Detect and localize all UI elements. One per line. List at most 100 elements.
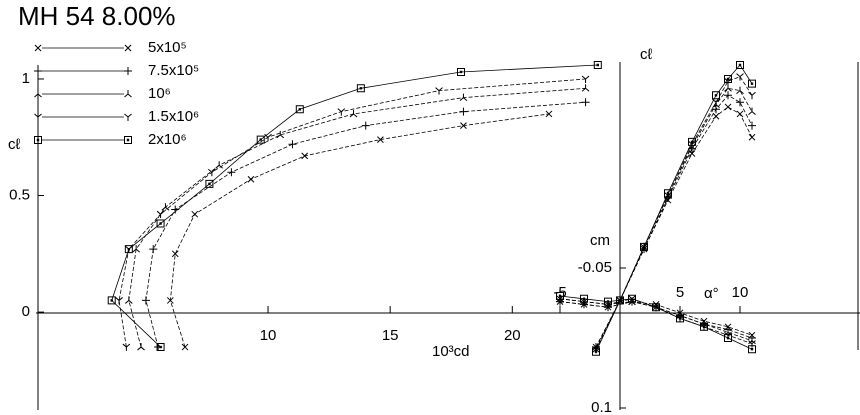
marker bbox=[748, 107, 756, 115]
legend-label: 1.5x10⁶ bbox=[148, 108, 199, 125]
marker bbox=[215, 161, 224, 169]
marker bbox=[724, 334, 732, 342]
marker bbox=[748, 133, 756, 141]
marker bbox=[156, 343, 165, 352]
marker bbox=[581, 75, 590, 83]
marker bbox=[457, 67, 466, 76]
marker bbox=[295, 105, 304, 114]
marker bbox=[356, 84, 365, 93]
marker bbox=[247, 175, 255, 183]
x-tick-label: 5 bbox=[676, 284, 684, 301]
marker bbox=[736, 110, 744, 118]
legend-marker bbox=[34, 136, 42, 144]
marker bbox=[132, 245, 140, 253]
marker bbox=[545, 110, 553, 118]
marker bbox=[115, 297, 123, 305]
marker bbox=[156, 219, 165, 228]
legend-marker bbox=[124, 113, 132, 121]
marker bbox=[301, 152, 309, 160]
marker bbox=[724, 103, 732, 111]
legend-marker bbox=[124, 136, 132, 144]
series-line bbox=[111, 64, 598, 348]
marker bbox=[580, 294, 588, 303]
y-tick-label: 0 bbox=[22, 303, 30, 320]
marker bbox=[700, 322, 708, 331]
marker bbox=[276, 130, 285, 139]
marker bbox=[191, 210, 199, 218]
marker bbox=[592, 347, 600, 356]
marker bbox=[161, 203, 170, 211]
marker bbox=[124, 296, 133, 304]
marker bbox=[435, 87, 443, 95]
marker bbox=[459, 107, 468, 116]
chart-title: MH 54 8.00% bbox=[18, 1, 176, 31]
y-tick-label: 0.5 bbox=[9, 187, 30, 204]
marker bbox=[556, 292, 564, 300]
marker bbox=[208, 168, 216, 177]
marker bbox=[137, 343, 145, 351]
legend-label: 5x10⁵ bbox=[148, 39, 187, 56]
marker bbox=[676, 314, 684, 323]
legend-label: 2x10⁶ bbox=[148, 131, 187, 148]
marker bbox=[736, 73, 744, 81]
y-axis-label: cℓ bbox=[8, 136, 21, 153]
marker bbox=[593, 60, 602, 69]
marker bbox=[166, 297, 174, 304]
marker bbox=[459, 93, 468, 102]
x-tick-label: 15 bbox=[382, 327, 399, 344]
series-line bbox=[559, 295, 753, 350]
marker bbox=[141, 296, 150, 305]
marker bbox=[736, 60, 744, 69]
marker bbox=[156, 210, 165, 219]
marker bbox=[664, 189, 672, 198]
marker bbox=[604, 297, 612, 306]
legend-label: 7.5x10⁵ bbox=[148, 62, 199, 79]
legend-marker bbox=[34, 67, 42, 75]
marker bbox=[227, 168, 236, 177]
marker bbox=[581, 98, 590, 107]
marker bbox=[349, 109, 358, 118]
series-line bbox=[595, 94, 753, 348]
legend-marker bbox=[34, 90, 42, 98]
marker bbox=[724, 74, 732, 83]
marker bbox=[712, 112, 720, 120]
marker bbox=[107, 296, 116, 305]
marker bbox=[688, 137, 696, 146]
marker bbox=[736, 98, 744, 107]
marker bbox=[628, 294, 636, 303]
marker bbox=[124, 245, 133, 254]
y-tick-label: 0.1 bbox=[591, 399, 612, 415]
marker bbox=[256, 135, 265, 144]
marker bbox=[736, 86, 744, 95]
legend-label: 10⁶ bbox=[148, 85, 171, 102]
x-axis-label: 10³cd bbox=[432, 343, 470, 360]
marker bbox=[581, 84, 590, 92]
legend-marker bbox=[34, 113, 42, 121]
x-tick-label: 10 bbox=[732, 284, 749, 301]
marker bbox=[652, 303, 660, 312]
legend-marker bbox=[124, 67, 132, 75]
marker bbox=[748, 121, 756, 130]
marker bbox=[460, 122, 467, 129]
marker bbox=[712, 91, 720, 100]
marker bbox=[748, 79, 756, 88]
marker bbox=[377, 136, 384, 143]
series-line bbox=[595, 76, 753, 350]
series-line bbox=[595, 87, 753, 350]
marker bbox=[712, 98, 720, 107]
series-line bbox=[128, 87, 586, 348]
series-line bbox=[145, 101, 586, 348]
x-axis-label: α° bbox=[704, 285, 719, 302]
y-axis-label: cm bbox=[590, 232, 610, 249]
marker bbox=[181, 343, 189, 351]
marker bbox=[361, 121, 370, 130]
marker bbox=[337, 108, 346, 116]
marker bbox=[688, 150, 696, 157]
marker bbox=[288, 140, 297, 149]
series-line bbox=[169, 113, 549, 348]
marker bbox=[724, 77, 732, 86]
marker bbox=[122, 343, 131, 352]
legend-marker bbox=[124, 90, 132, 98]
x-tick-label: 20 bbox=[504, 327, 521, 344]
